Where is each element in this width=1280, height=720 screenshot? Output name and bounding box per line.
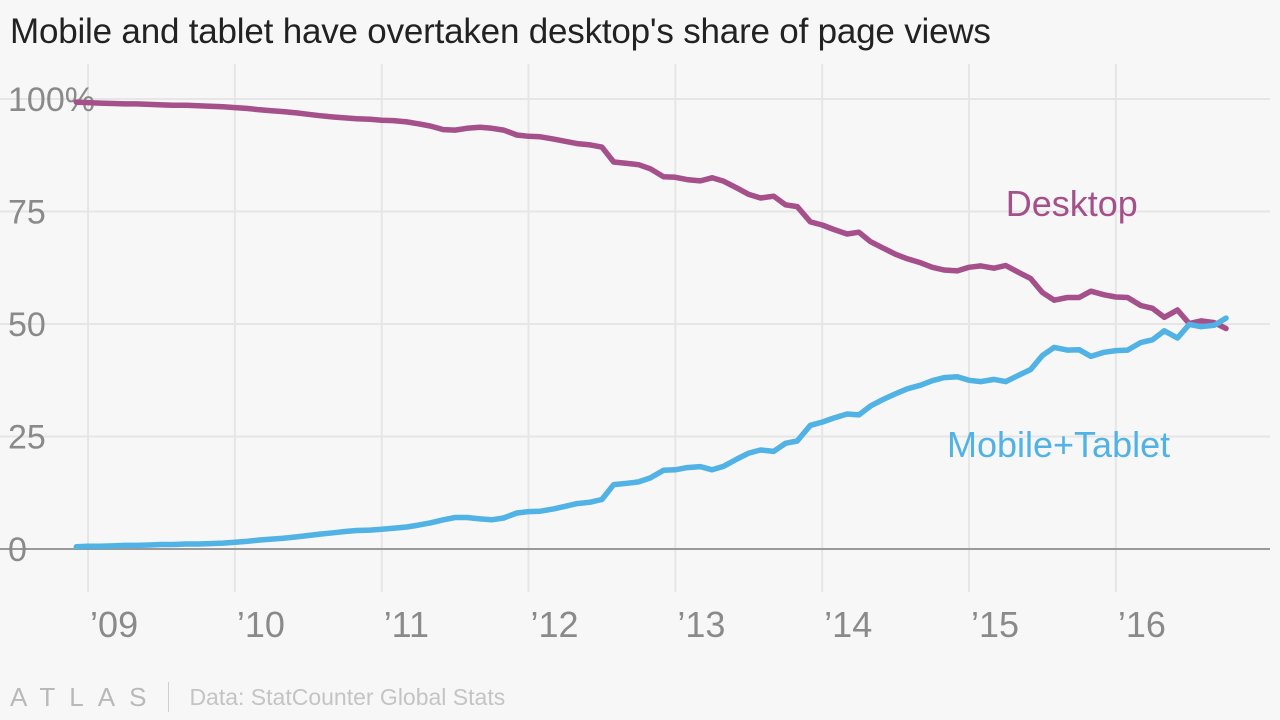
source-note: Data: StatCounter Global Stats [189,683,506,710]
x-tick-label: ’10 [237,604,285,645]
x-tick-label: ’11 [384,604,429,645]
y-tick-label: 25 [8,419,46,457]
footer-divider [168,682,170,712]
x-tick-label: ’16 [1118,604,1166,645]
line-chart: 0255075100%’09’10’11’12’13’14’15’16Deskt… [0,64,1270,645]
y-tick-label: 0 [8,531,27,569]
y-tick-label: 75 [8,194,46,232]
y-tick-label: 50 [8,306,46,344]
mobile-tablet-line [73,315,1229,550]
x-tick-label: ’14 [824,604,872,645]
atlas-logo: ATLAS [10,681,161,712]
desktop-line [73,99,1229,332]
desktop-label: Desktop [1006,183,1138,224]
chart-title: Mobile and tablet have overtaken desktop… [10,12,991,51]
x-tick-label: ’12 [531,604,579,645]
chart-footer: ATLAS Data: StatCounter Global Stats [10,680,505,714]
mobile-tablet-label: Mobile+Tablet [947,424,1170,465]
x-tick-label: ’09 [90,604,138,645]
x-tick-label: ’15 [971,604,1019,645]
x-tick-label: ’13 [677,604,725,645]
